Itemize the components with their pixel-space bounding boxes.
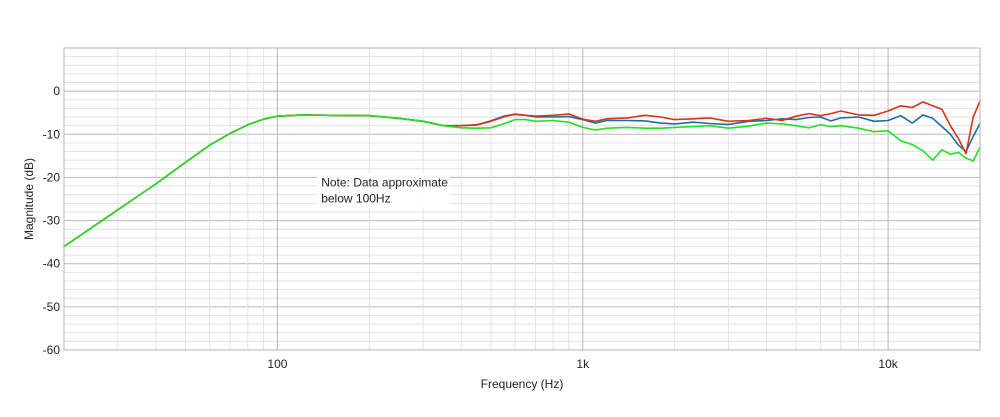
y-tick-label: -30 <box>43 214 61 228</box>
y-tick-label: -40 <box>43 257 61 271</box>
y-tick-label: 0 <box>53 84 60 98</box>
y-tick-label: -50 <box>43 300 61 314</box>
y-axis-ticks: 0 -10 -20 -30 -40 -50 -60 <box>43 84 61 357</box>
x-axis-ticks: 100 1k 10k <box>267 357 898 371</box>
x-axis-title: Frequency (Hz) <box>481 377 564 391</box>
series-line-3 <box>63 114 981 248</box>
y-tick-label: -20 <box>43 170 61 184</box>
x-tick-label: 1k <box>576 357 590 371</box>
x-tick-label: 10k <box>878 357 898 371</box>
annotation-note-line-2: below 100Hz <box>321 191 390 205</box>
y-tick-label: -10 <box>43 127 61 141</box>
plot-area-background <box>64 48 980 350</box>
plot-area-border <box>63 47 981 351</box>
x-tick-label: 100 <box>267 357 287 371</box>
grid <box>64 47 980 351</box>
series-lines <box>63 100 981 248</box>
y-tick-label: -60 <box>43 343 61 357</box>
annotation-note: Note: Data approximate below 100Hz <box>317 172 450 209</box>
annotation-note-line-1: Note: Data approximate <box>321 175 448 189</box>
y-axis-title: Magnitude (dB) <box>22 158 36 240</box>
annotation-note-background <box>317 172 450 209</box>
